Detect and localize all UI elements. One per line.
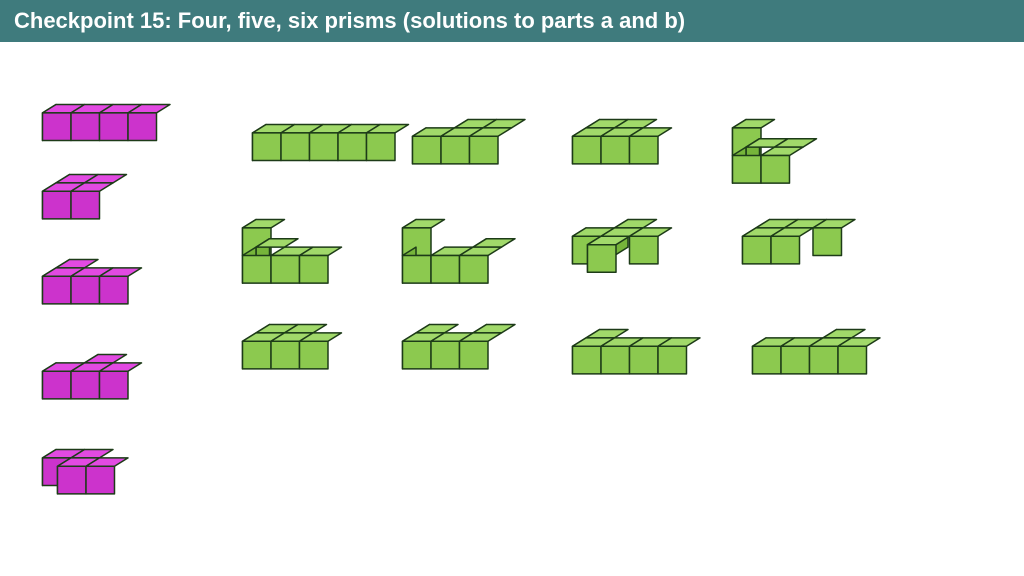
magenta-S4 <box>40 447 131 496</box>
magenta-T4 <box>40 352 144 401</box>
green-row2-1 <box>240 217 344 286</box>
green-row3-3 <box>570 327 703 376</box>
green-row2-2 <box>400 217 518 286</box>
page-title: Checkpoint 15: Four, five, six prisms (s… <box>0 0 1024 42</box>
green-L5a <box>410 117 528 166</box>
green-row3-2 <box>400 322 518 371</box>
magenta-I4 <box>40 102 173 143</box>
green-P5 <box>730 117 819 186</box>
magenta-O4 <box>40 172 129 221</box>
green-row2-3 <box>570 217 674 275</box>
green-L5b <box>570 117 674 166</box>
green-row3-1 <box>240 322 344 371</box>
green-row2-4 <box>740 217 858 266</box>
diagram-stage <box>0 42 1024 572</box>
green-row3-4 <box>750 327 883 376</box>
green-I5 <box>250 122 411 163</box>
title-text: Checkpoint 15: Four, five, six prisms (s… <box>14 8 685 33</box>
magenta-L4 <box>40 257 144 306</box>
